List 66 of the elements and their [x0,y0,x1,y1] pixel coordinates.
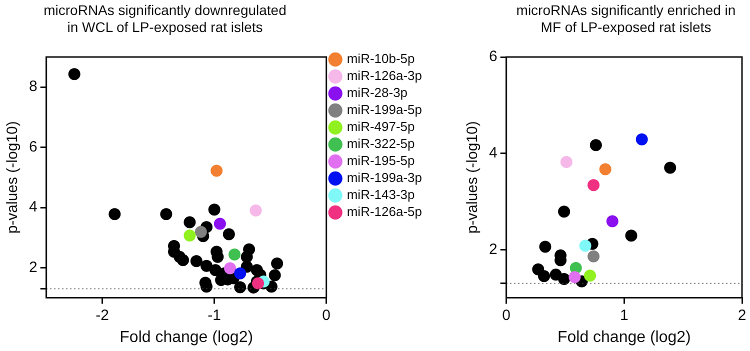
point [568,271,581,284]
point [222,228,235,240]
point [599,163,612,176]
point [108,208,121,220]
y-axis-title: p-values (-log10) [4,121,22,234]
point [160,208,172,220]
point [606,215,618,228]
point [240,250,253,263]
y-tick-label: 6 [29,138,38,156]
point [224,262,236,274]
point [590,139,602,152]
point [194,226,207,238]
point [664,162,676,174]
y-tick-label: 8 [29,78,38,96]
point [588,179,600,192]
point [208,204,220,216]
point [184,216,196,228]
legend-label: miR-497-5p [346,119,415,134]
y-tick-label: 4 [29,198,38,216]
y-tick-label: 2 [29,258,38,276]
x-tick-label: -1 [208,306,222,324]
point [268,269,281,282]
point [579,240,592,252]
point [558,273,570,286]
point [200,260,213,272]
point [636,133,648,146]
point [271,257,284,270]
x-axis-title: Fold change (log2) [120,328,254,346]
x-tick-label: 0 [502,306,511,324]
x-tick-label: 0 [322,306,331,324]
point [68,68,80,80]
legend-label: miR-143-3p [346,187,415,202]
legend-label: miR-199a-5p [346,102,422,118]
legend-label: miR-126a-3p [346,68,422,84]
point [184,229,196,242]
point [210,164,223,177]
chart-title: microRNAs significantly downregulated in WCL of LP-exposed rat islets [42,2,288,36]
x-tick-label: 2 [738,306,746,324]
point [190,255,202,268]
x-axis-title: Fold change (log2) [557,328,691,346]
point [214,218,226,230]
legend-label: miR-195-5p [346,153,415,168]
point [588,250,600,262]
point [228,248,241,260]
point [558,206,570,218]
y-tick-label: 6 [489,48,498,66]
point [560,156,572,168]
point [176,254,189,266]
y-axis-title: p-values (-log10) [464,121,482,234]
x-tick-label: 1 [620,306,628,324]
legend-label: miR-126a-5p [346,204,422,220]
point [234,281,246,294]
legend-label: miR-28-3p [346,85,408,100]
y-tick-label: 2 [489,240,498,258]
point [538,270,550,282]
y-tick-label: 4 [489,144,498,162]
point [539,240,552,253]
point [250,204,262,217]
x-tick-label: -2 [96,306,110,324]
point [625,230,638,242]
legend-label: miR-10b-5p [346,51,415,66]
point [234,267,246,280]
point [584,270,596,282]
legend-label: miR-322-5p [346,136,415,152]
legend-label: miR-199a-3p [346,170,422,186]
chart-title: microRNAs significantly enriched in MF of LP-exposed rat islets [515,2,737,36]
